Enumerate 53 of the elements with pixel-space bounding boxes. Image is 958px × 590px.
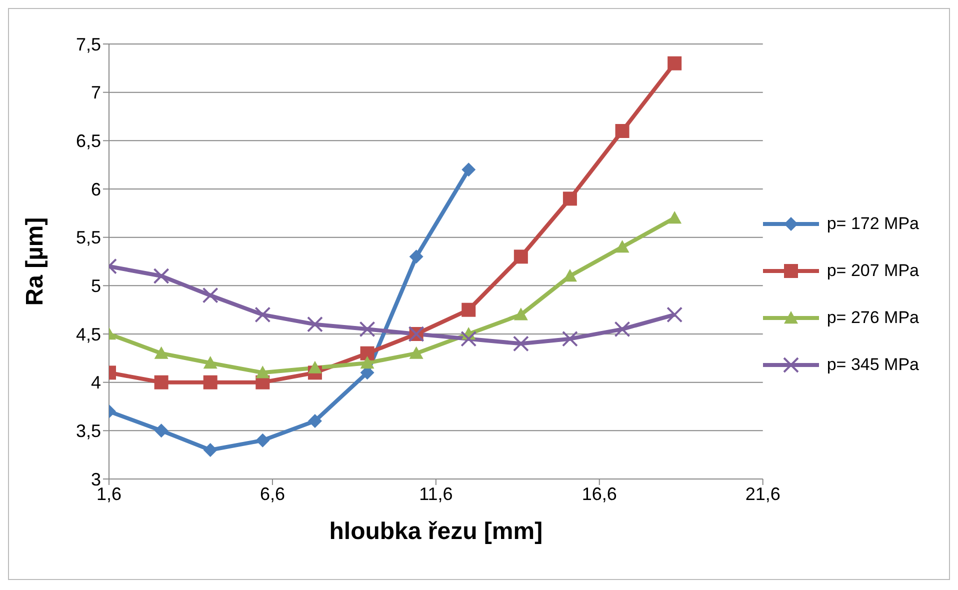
point	[615, 124, 630, 138]
x-tick-label: 11,6	[419, 484, 453, 504]
y-tick-label: 4	[90, 372, 101, 393]
point	[409, 250, 424, 264]
point	[306, 316, 323, 332]
point	[359, 321, 376, 338]
y-tick-label: 7	[90, 82, 101, 103]
point	[256, 366, 270, 378]
point	[462, 302, 476, 317]
legend-label: p= 172 MPa	[826, 214, 919, 234]
point	[202, 287, 218, 304]
point	[203, 375, 218, 390]
y-tick-label: 7,5	[76, 34, 101, 54]
x-tick-label: 6,6	[260, 484, 285, 504]
point	[154, 346, 168, 359]
point	[514, 250, 528, 264]
x-tick-label: 21,6	[745, 484, 780, 504]
point	[409, 346, 424, 359]
legend-label: p= 276 MPa	[826, 308, 919, 328]
point	[512, 336, 529, 352]
y-axis-title: Ra [µm]	[22, 217, 49, 306]
y-tick-label: 5,5	[76, 228, 101, 248]
point	[153, 268, 170, 284]
y-tick-label: 4,5	[76, 324, 101, 344]
point	[254, 306, 271, 323]
legend-label: p= 345 MPa	[826, 354, 919, 374]
point	[668, 211, 682, 224]
y-tick-label: 5	[90, 276, 101, 296]
x-axis-title: hloubka řezu [mm]	[329, 518, 543, 545]
y-tick-label: 6,5	[76, 131, 101, 152]
x-tick-label: 16,6	[582, 484, 617, 504]
point	[360, 346, 374, 360]
point	[308, 360, 322, 374]
legend-label: p= 207 MPa	[826, 260, 919, 280]
point	[514, 308, 528, 320]
y-tick-label: 3	[90, 469, 101, 490]
point	[460, 330, 477, 347]
point	[562, 330, 578, 347]
point	[614, 321, 630, 338]
point	[308, 414, 322, 428]
point	[462, 162, 476, 177]
y-tick-label: 6	[90, 179, 101, 200]
point	[615, 240, 630, 253]
y-tick-label: 3,5	[76, 421, 101, 442]
point	[666, 306, 683, 323]
point	[154, 375, 168, 390]
point	[154, 424, 168, 438]
point	[562, 192, 577, 206]
point	[256, 433, 270, 448]
point	[203, 443, 218, 457]
point	[360, 356, 374, 369]
point	[203, 356, 218, 369]
point	[668, 56, 682, 70]
